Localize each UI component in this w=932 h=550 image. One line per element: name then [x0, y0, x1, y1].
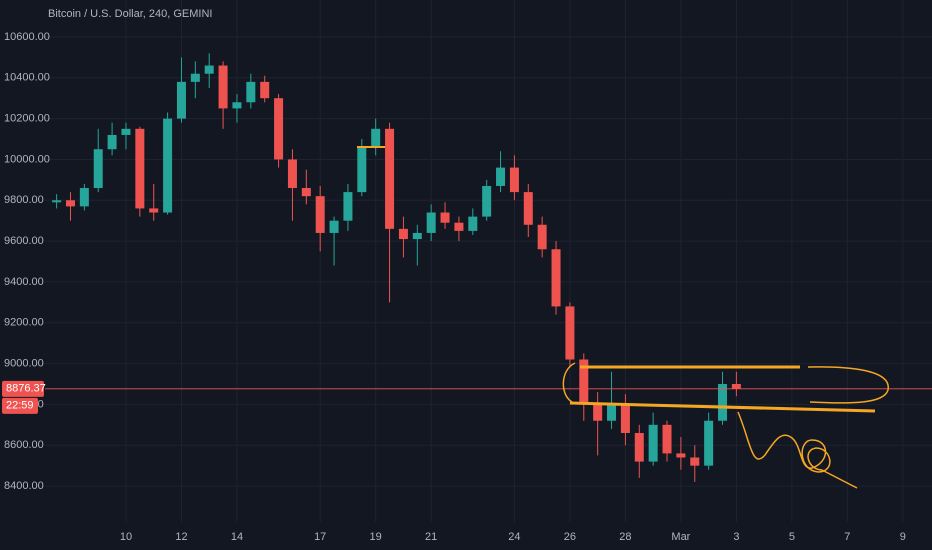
x-tick-label: 17 — [314, 531, 326, 543]
x-tick-label: 10 — [120, 531, 132, 543]
candle-body — [454, 222, 464, 231]
candles — [45, 53, 932, 482]
grid — [45, 0, 932, 522]
candle-body — [52, 200, 62, 203]
x-tick-label: Mar — [671, 531, 690, 543]
candle-body — [676, 453, 686, 458]
candle-body — [426, 212, 436, 233]
countdown-label: 22:59 — [6, 400, 34, 412]
y-tick-label: 8400.00 — [4, 480, 44, 492]
candle-body — [620, 404, 630, 433]
candle-body — [190, 73, 200, 82]
candle-body — [468, 216, 478, 231]
x-tick-label: 24 — [508, 531, 520, 543]
y-tick-label: 9200.00 — [4, 317, 44, 329]
candle-body — [412, 232, 422, 240]
price-label: 8876.37 — [6, 383, 46, 395]
candle-body — [315, 196, 325, 233]
candle-body — [135, 128, 145, 209]
candle-body — [718, 383, 728, 421]
y-tick-label: 10200.00 — [4, 113, 50, 125]
drawing-line — [569, 401, 876, 413]
candle-body — [551, 249, 561, 307]
candle-body — [690, 457, 700, 466]
candle-body — [287, 159, 297, 189]
candle-body — [204, 65, 214, 74]
candle-body — [149, 208, 159, 213]
drawing-squiggle — [737, 411, 858, 489]
candle-body — [93, 149, 103, 189]
x-tick-label: 26 — [564, 531, 576, 543]
y-tick-label: 9000.00 — [4, 357, 44, 369]
x-tick-label: 3 — [733, 531, 739, 543]
candle-body — [121, 128, 131, 135]
candle-body — [648, 424, 658, 462]
y-tick-label: 10600.00 — [4, 31, 50, 43]
candle-body — [537, 224, 547, 250]
x-tick-label: 12 — [175, 531, 187, 543]
candle-body — [385, 128, 395, 229]
y-tick-label: 9400.00 — [4, 276, 44, 288]
candle-body — [607, 404, 617, 421]
candle-body — [579, 359, 589, 405]
x-tick-label: 14 — [231, 531, 243, 543]
x-tick-label: 9 — [900, 531, 906, 543]
candle-body — [232, 102, 242, 109]
candle-body — [65, 200, 75, 207]
x-tick-label: 28 — [619, 531, 631, 543]
y-tick-label: 10400.00 — [4, 72, 50, 84]
candle-body — [371, 128, 381, 148]
candle-body — [79, 188, 89, 207]
y-tick-label: 10000.00 — [4, 153, 50, 165]
y-tick-label: 9600.00 — [4, 235, 44, 247]
candle-body — [704, 420, 714, 466]
candle-body — [163, 118, 173, 213]
candle-body — [509, 167, 519, 193]
axes: 8400.008600.008800.009000.009200.009400.… — [2, 31, 906, 543]
candle-body — [565, 306, 575, 360]
candle-body — [329, 220, 339, 233]
candle-body — [662, 424, 672, 454]
y-tick-label: 8600.00 — [4, 439, 44, 451]
candle-body — [343, 192, 353, 221]
candle-body — [246, 81, 256, 103]
drawing-curve — [562, 362, 889, 404]
drawings — [357, 146, 889, 489]
candle-body — [176, 81, 186, 119]
candle-body — [593, 404, 603, 421]
x-tick-label: 19 — [370, 531, 382, 543]
candle-body — [496, 167, 506, 186]
candle-body — [107, 134, 117, 150]
candle-body — [218, 65, 228, 109]
candle-body — [357, 147, 367, 193]
price-label-box — [2, 380, 44, 397]
candle-body — [398, 228, 408, 240]
candle-body — [274, 98, 284, 160]
candle-body — [731, 383, 741, 389]
candle-body — [301, 188, 311, 197]
countdown-box — [2, 397, 38, 414]
x-tick-label: 21 — [425, 531, 437, 543]
chart-title: Bitcoin / U.S. Dollar, 240, GEMINI — [48, 8, 212, 20]
x-tick-label: 5 — [789, 531, 795, 543]
candle-body — [523, 192, 533, 225]
candle-body — [482, 185, 492, 217]
x-tick-label: 7 — [844, 531, 850, 543]
candle-body — [260, 81, 270, 99]
candle-body — [634, 432, 644, 462]
candle-body — [440, 212, 450, 223]
y-tick-label: 9800.00 — [4, 194, 44, 206]
